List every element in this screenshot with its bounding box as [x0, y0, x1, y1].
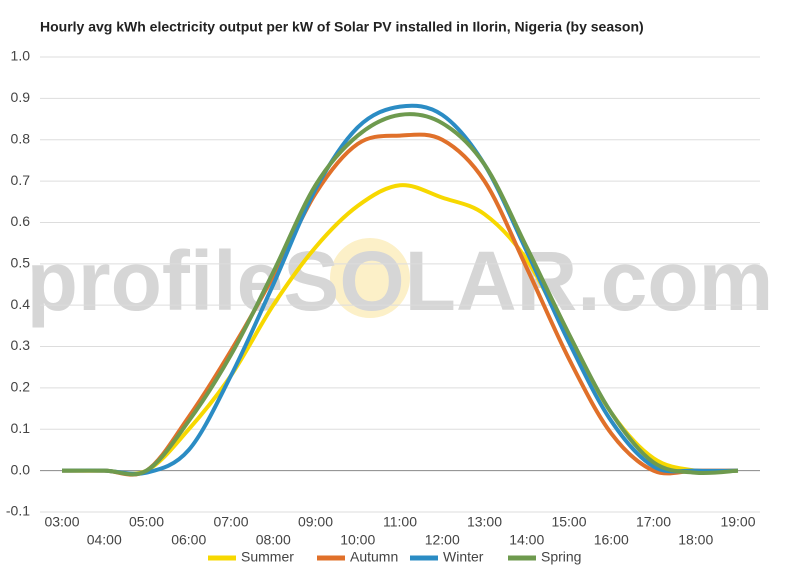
line: [61, 103, 739, 476]
y-tick-label: 1.0: [11, 48, 31, 64]
x-tick-label: 19:00: [720, 514, 755, 530]
x-tick-label: 05:00: [129, 514, 164, 530]
x-tick-label: 06:00: [171, 532, 206, 548]
x-tick-label: 12:00: [425, 532, 460, 548]
line: [61, 112, 739, 477]
legend-label: Autumn: [350, 549, 398, 565]
x-tick-label: 16:00: [594, 532, 629, 548]
y-tick-label: 0.1: [11, 420, 31, 436]
watermark: profileSOLAR.com: [27, 234, 774, 328]
y-tick-label: 0.4: [11, 296, 31, 312]
x-tick-label: 15:00: [551, 514, 586, 530]
y-tick-label: 0.3: [11, 337, 31, 353]
legend-label: Spring: [541, 549, 581, 565]
y-tick-label: 0.6: [11, 213, 31, 229]
x-tick-label: 14:00: [509, 532, 544, 548]
y-tick-label: 0.0: [11, 461, 31, 477]
x-tick-label: 11:00: [383, 514, 417, 530]
line: [61, 183, 739, 476]
x-tick-label: 08:00: [256, 532, 291, 548]
line: [61, 132, 738, 477]
y-tick-label: 0.8: [11, 130, 31, 146]
x-tick-label: 10:00: [340, 532, 375, 548]
watermark-sun: [330, 238, 410, 318]
legend-label: Summer: [241, 549, 294, 565]
x-tick-label: 09:00: [298, 514, 333, 530]
x-tick-label: 17:00: [636, 514, 671, 530]
x-tick-label: 13:00: [467, 514, 502, 530]
legend-label: Winter: [443, 549, 484, 565]
x-tick-label: 04:00: [87, 532, 122, 548]
y-tick-label: 0.5: [11, 255, 31, 271]
chart-title: Hourly avg kWh electricity output per kW…: [40, 19, 644, 35]
y-tick-label: -0.1: [6, 503, 30, 519]
y-tick-label: 0.9: [11, 89, 31, 105]
x-tick-label: 03:00: [44, 514, 79, 530]
y-tick-label: 0.2: [11, 379, 31, 395]
y-tick-label: 0.7: [11, 172, 31, 188]
x-tick-label: 18:00: [678, 532, 713, 548]
x-tick-label: 07:00: [213, 514, 248, 530]
